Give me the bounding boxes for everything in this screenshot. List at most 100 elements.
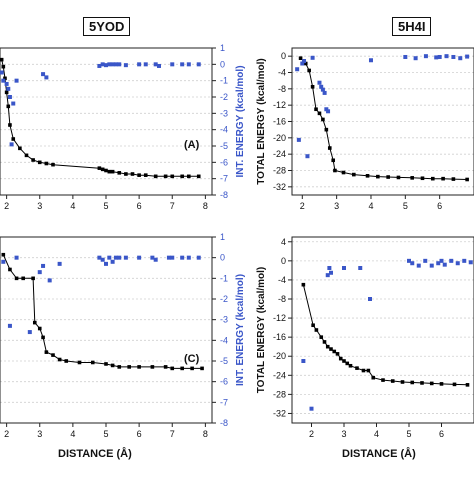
p2-scatter-point (37, 270, 42, 275)
p3-scatter-point (407, 258, 411, 263)
p3-y-left-tick-label: -20 (273, 351, 286, 361)
p1-line-point (465, 177, 469, 182)
p2-scatter-point (104, 261, 108, 266)
p3-line-point (355, 366, 359, 370)
p1-x-tick-label: 4 (368, 201, 373, 211)
p3-line-point (420, 381, 424, 385)
p0-scatter-point (107, 62, 112, 67)
p3-line-point (439, 382, 444, 386)
p2-line-point (21, 276, 25, 281)
p3-scatter-point (358, 266, 363, 270)
p0-line-point (100, 167, 105, 172)
p1-line-point (333, 168, 337, 173)
p0-x-tick-label: 5 (103, 201, 108, 211)
p2-y-right-tick-label: -6 (220, 377, 228, 387)
p3-scatter-point (410, 261, 415, 266)
p1-scatter-point (458, 56, 463, 61)
x-axis-label-right: DISTANCE (Å) (342, 448, 416, 460)
p2-line-point (163, 365, 168, 369)
p0-line-point (130, 172, 135, 176)
p3-y-left-tick-label: -8 (278, 294, 286, 304)
p2-line-point (180, 366, 184, 371)
p1-x-tick-label: 5 (403, 201, 408, 211)
p2-scatter-point (150, 255, 155, 260)
p3-scatter-point (342, 266, 346, 270)
p0-line-point (37, 160, 42, 165)
p1-line-point (451, 177, 456, 181)
p3-plot-frame (291, 236, 474, 424)
p0-y-right-tick-label: 1 (220, 43, 225, 53)
p3-scatter-point (327, 266, 332, 270)
p2-line-point (37, 326, 42, 331)
p0-x-tick-label: 7 (170, 201, 175, 211)
p0-scatter-point (100, 62, 105, 67)
p1-line-point (376, 174, 380, 179)
p0-scatter-point (104, 63, 108, 68)
p3-x-tick-label: 4 (374, 429, 379, 439)
p3-line-point (361, 368, 366, 373)
p1-scatter-point (319, 84, 324, 89)
p3-y-left-tick-label: -16 (273, 332, 286, 342)
p1-scatter-point (465, 54, 470, 59)
p3-line-point (338, 356, 343, 361)
p0-scatter-point (4, 81, 9, 86)
p2-scatter-point (47, 278, 52, 283)
p0-line-point (143, 173, 148, 177)
p1-x-tick-label: 2 (300, 201, 305, 211)
p1-line-point (396, 175, 401, 180)
p2-x-tick-label: 4 (70, 429, 75, 439)
p1-scatter-point (437, 54, 442, 59)
p3-line-point (465, 383, 470, 387)
p2-scatter-point (7, 323, 12, 328)
p1-scatter-point (296, 137, 301, 142)
p0-line-point (104, 168, 108, 173)
p0-plot-frame (0, 47, 213, 196)
p2-scatter-point (170, 255, 175, 260)
p3-scatter-point (462, 258, 467, 263)
p2-scatter-point (1, 259, 6, 264)
p1-y-left-tick-label: 0 (281, 51, 286, 61)
p0-scatter-point (137, 62, 142, 67)
p2-x-tick-label: 7 (170, 429, 175, 439)
p1-x-tick-label: 3 (334, 201, 339, 211)
p2-x-tick-label: 3 (37, 429, 42, 439)
p2-scatter-point (14, 255, 19, 260)
p2-line-point (90, 360, 95, 365)
p3-y-left-tick-label: -24 (273, 370, 286, 380)
p2-energy-line (2, 254, 203, 369)
p1-line-point (441, 176, 445, 181)
p2-line-point (44, 350, 49, 354)
p0-line-point (1, 64, 6, 69)
p1-x-tick-label: 6 (437, 201, 442, 211)
p2-line-point (64, 359, 69, 363)
p3-line-point (335, 352, 340, 356)
p0-y-right-tick-label: -3 (220, 108, 228, 118)
p3-y-left-tick-label: 4 (281, 237, 286, 247)
p3-scatter-point (455, 261, 460, 266)
p0-scatter-point (41, 72, 46, 77)
p1-line-point (341, 170, 346, 175)
p1-line-point (303, 61, 308, 66)
p0-scatter-point (0, 70, 4, 75)
panel-title-right: 5H4I (392, 17, 432, 36)
p3-scatter-point (429, 263, 434, 268)
p2-line-point (1, 252, 6, 257)
p3-energy-line (302, 284, 468, 386)
p2-line-point (150, 365, 155, 369)
p0-line-point (6, 104, 11, 109)
p1-line-point (314, 107, 318, 112)
p3-line-point (348, 363, 353, 368)
p1-line-point (410, 176, 414, 180)
p2-line-point (31, 276, 35, 281)
p0-scatter-point (196, 62, 201, 67)
p3-x-tick-label: 6 (439, 429, 444, 439)
p3-scatter-point (325, 273, 330, 278)
p1-line-point (317, 111, 322, 116)
p2-y-right-tick-label: 0 (220, 253, 225, 263)
p2-scatter-point (196, 255, 201, 260)
p2-scatter-point (100, 257, 105, 262)
p1-y-left-tick-label: -16 (273, 117, 286, 127)
p2-y-right-tick-label: -5 (220, 356, 228, 366)
